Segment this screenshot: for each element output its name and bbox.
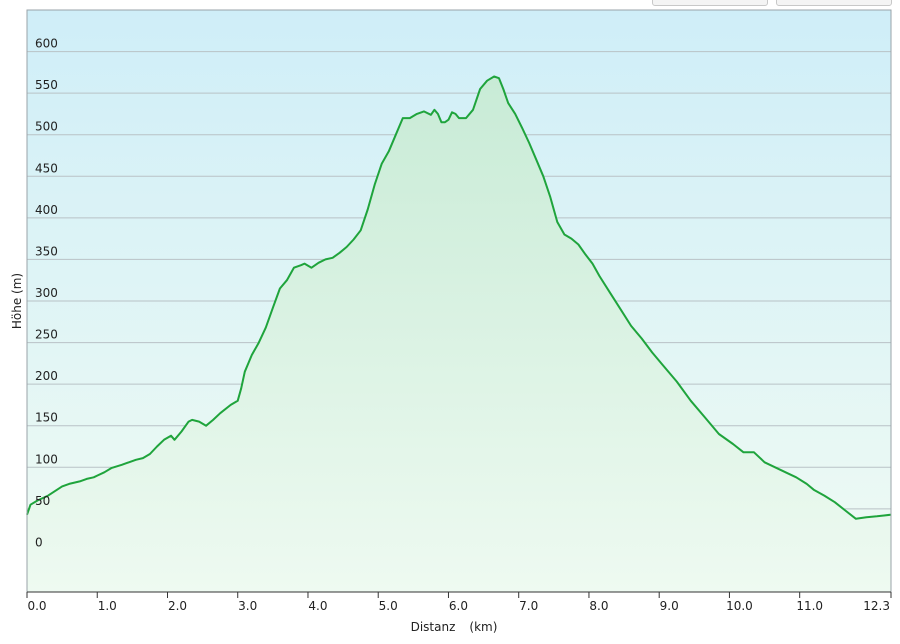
y-axis-title: Höhe (m) [10, 273, 24, 329]
y-tick-label-250: 250 [35, 328, 58, 342]
x-axis-tick-labels: 0.0 1.0 2.0 3.0 4.0 5.0 6.0 7.0 8.0 9.0 10.0 11.0 12… [27, 599, 890, 613]
y-tick-label-300: 300 [35, 286, 58, 300]
x-axis-ticks [26, 591, 892, 598]
x-tick-label-12.3: 12.3 [863, 599, 890, 613]
y-tick-label-600: 600 [35, 37, 58, 51]
y-axis-tick-labels: 0 50 100 150 200 250 300 350 400 450 500 550 600 [35, 37, 58, 550]
x-tick-label-8.0: 8.0 [589, 599, 608, 613]
y-tick-label-500: 500 [35, 120, 58, 134]
top-tab-left[interactable] [652, 0, 768, 6]
x-tick-label-1.0: 1.0 [98, 599, 117, 613]
x-tick-label-11.0: 11.0 [796, 599, 823, 613]
x-axis-title-unit: (km) [469, 620, 497, 634]
y-tick-label-450: 450 [35, 161, 58, 175]
y-tick-label-550: 550 [35, 78, 58, 92]
y-tick-label-150: 150 [35, 411, 58, 425]
y-tick-label-0: 0 [35, 535, 43, 549]
elevation-area-fill [27, 76, 891, 592]
x-axis-title-name: Distanz [411, 620, 456, 634]
x-tick-label-4.0: 4.0 [308, 599, 327, 613]
y-tick-label-50: 50 [35, 494, 50, 508]
x-axis-title: Distanz (km) [411, 620, 498, 634]
x-tick-label-7.0: 7.0 [519, 599, 538, 613]
x-tick-label-2.0: 2.0 [168, 599, 187, 613]
x-tick-label-3.0: 3.0 [238, 599, 257, 613]
top-tab-right[interactable] [776, 0, 892, 6]
x-tick-label-5.0: 5.0 [379, 599, 398, 613]
y-tick-label-400: 400 [35, 203, 58, 217]
x-tick-label-10.0: 10.0 [726, 599, 753, 613]
y-tick-label-200: 200 [35, 369, 58, 383]
x-tick-label-6.0: 6.0 [449, 599, 468, 613]
y-tick-label-100: 100 [35, 452, 58, 466]
x-tick-label-0.0: 0.0 [27, 599, 46, 613]
y-tick-label-350: 350 [35, 244, 58, 258]
elevation-line [26, 75, 892, 520]
x-tick-label-9.0: 9.0 [660, 599, 679, 613]
